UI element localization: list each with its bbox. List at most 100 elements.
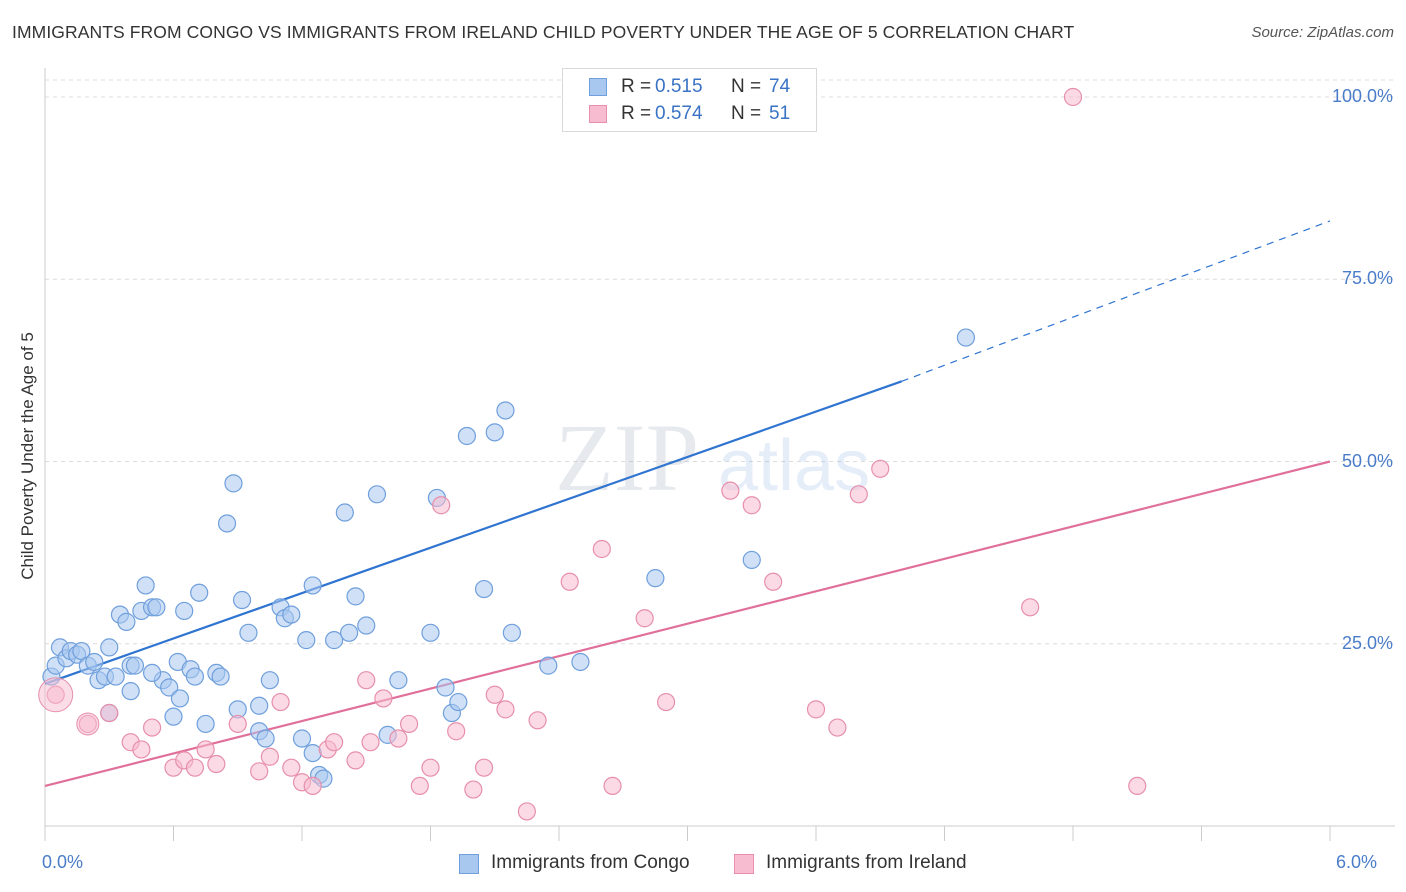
legend-label-ireland: Immigrants from Ireland xyxy=(766,852,967,873)
congo-point xyxy=(367,485,387,504)
congo-point xyxy=(147,598,166,617)
congo-point xyxy=(325,631,344,650)
ireland-point xyxy=(357,671,376,690)
ireland-point xyxy=(196,740,215,759)
congo-point xyxy=(485,423,504,442)
congo-point xyxy=(121,682,140,701)
ireland-point xyxy=(228,714,247,734)
congo-point xyxy=(211,667,230,686)
ireland-point xyxy=(528,711,547,730)
congo-point xyxy=(175,601,194,621)
congo-swatch xyxy=(589,78,607,96)
y-tick-label: 75.0% xyxy=(1341,268,1393,289)
congo-point xyxy=(190,583,209,602)
congo-point xyxy=(303,743,322,763)
congo-point xyxy=(117,612,136,631)
n-value: 74 xyxy=(769,76,791,97)
legend-swatch-ireland xyxy=(734,854,754,874)
source-label: Source: ZipAtlas.com xyxy=(1251,24,1394,41)
ireland-point xyxy=(656,692,676,712)
congo-point xyxy=(260,671,279,690)
congo-point xyxy=(142,663,162,683)
r-label: R = xyxy=(621,76,652,97)
ireland-point xyxy=(764,572,783,591)
ireland-point xyxy=(325,733,344,752)
congo-point xyxy=(196,714,215,734)
chart-title: IMMIGRANTS FROM CONGO VS IMMIGRANTS FROM… xyxy=(12,22,1075,42)
ireland-point xyxy=(721,481,740,500)
ireland-swatch xyxy=(589,105,607,123)
ireland-point xyxy=(485,685,504,704)
congo-point xyxy=(292,729,312,748)
congo-point xyxy=(457,426,477,446)
y-tick-label: 50.0% xyxy=(1341,450,1393,471)
congo-point xyxy=(502,623,521,642)
y-axis-title: Child Poverty Under the Age of 5 xyxy=(18,332,37,580)
ireland-point xyxy=(517,802,536,821)
ireland-point xyxy=(271,692,290,712)
ireland-point xyxy=(464,780,483,799)
ireland-point xyxy=(560,572,579,591)
legend-label-congo: Immigrants from Congo xyxy=(491,852,690,873)
congo-point xyxy=(85,652,104,672)
gridlines xyxy=(45,79,1395,645)
ireland-point xyxy=(374,689,393,708)
congo-point xyxy=(956,328,976,347)
ireland-point xyxy=(250,762,269,781)
ireland-point xyxy=(603,776,622,796)
ireland-point xyxy=(282,758,301,777)
ireland-point xyxy=(496,700,515,719)
ireland-point xyxy=(399,714,419,734)
ireland-point-medium xyxy=(76,712,100,736)
ireland-point xyxy=(1063,87,1083,107)
legend: Immigrants from Congo Immigrants from Ir… xyxy=(0,852,1406,878)
congo-point xyxy=(571,652,590,672)
ireland-point xyxy=(132,740,151,759)
ireland-point-large xyxy=(38,677,74,713)
ireland-point xyxy=(410,776,429,796)
ireland-point xyxy=(207,754,226,774)
congo-point xyxy=(164,707,183,726)
congo-point xyxy=(474,579,494,599)
ireland-point xyxy=(361,733,380,752)
n-value: 51 xyxy=(769,103,791,124)
congo-point xyxy=(496,401,515,420)
ireland-point xyxy=(432,496,451,515)
legend-swatch-congo xyxy=(459,854,479,874)
congo-point xyxy=(160,678,179,697)
ireland-point xyxy=(346,751,365,770)
ireland-point xyxy=(871,459,890,478)
r-value: 0.574 xyxy=(655,103,703,124)
congo-point xyxy=(239,623,258,642)
ireland-point xyxy=(828,718,847,737)
ireland-point xyxy=(849,485,868,504)
congo-point xyxy=(256,729,275,748)
congo-point xyxy=(742,550,761,570)
ireland-point xyxy=(474,758,494,777)
ireland-point xyxy=(421,758,440,777)
congo-point xyxy=(250,696,269,715)
stats-row-ireland: R = 0.574 N = 51 xyxy=(563,101,816,127)
y-tick-label: 25.0% xyxy=(1341,632,1393,653)
watermark: ZIP atlas xyxy=(555,404,870,511)
stats-row-congo: R = 0.515 N = 74 xyxy=(563,74,816,100)
congo-point xyxy=(232,590,252,610)
ireland-point xyxy=(142,718,162,737)
congo-point xyxy=(340,623,359,642)
congo-point xyxy=(449,692,468,712)
congo-point xyxy=(170,689,190,708)
ireland-point xyxy=(185,758,205,777)
r-label: R = xyxy=(621,103,652,124)
congo-point xyxy=(106,667,125,686)
congo-point xyxy=(421,623,440,642)
congo-point xyxy=(646,569,665,588)
congo-trend-line xyxy=(44,380,903,685)
ireland-point xyxy=(1128,776,1147,796)
ireland-point xyxy=(100,703,119,723)
ireland-point xyxy=(635,609,654,628)
ireland-point xyxy=(592,539,611,559)
y-tick-label: 100.0% xyxy=(1331,86,1393,106)
congo-trend-extension xyxy=(901,220,1331,382)
ireland-point xyxy=(260,747,279,766)
